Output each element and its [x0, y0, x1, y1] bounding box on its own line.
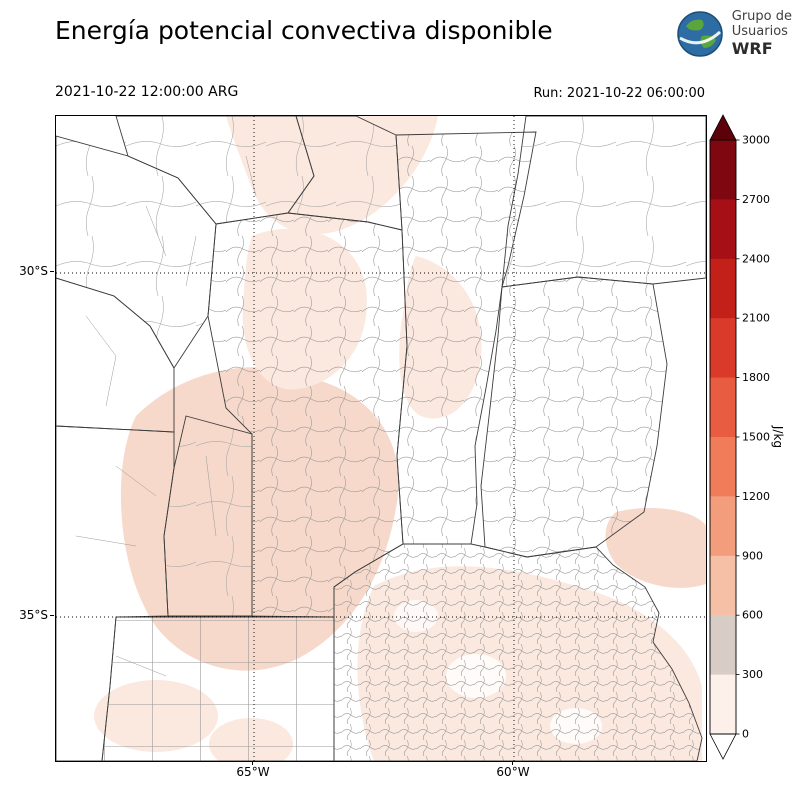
colorbar-tick-label: 0 [742, 728, 749, 741]
colorbar-band [710, 140, 736, 200]
valid-time: 2021-10-22 12:00:00 ARG [55, 84, 239, 100]
colorbar-band [710, 199, 736, 260]
colorbar-tick-label: 2700 [742, 193, 770, 206]
colorbar-tick-label: 2400 [742, 252, 770, 265]
colorbar-bands [710, 140, 736, 735]
colorbar-tick-label: 900 [742, 549, 763, 562]
colorbar-tick-label: 600 [742, 609, 763, 622]
logo-line-1: Grupo de [731, 9, 792, 24]
colorbar-tick-label: 2100 [742, 312, 770, 325]
colorbar-band [710, 258, 736, 319]
logo-line-3: WRF [731, 38, 773, 58]
gridlines [56, 116, 706, 761]
colorbar-tick-label: 3000 [742, 134, 770, 147]
department-boundaries [75, 155, 257, 677]
axis-tick [252, 761, 253, 765]
colorbar-tick-label: 1500 [742, 431, 770, 444]
province-buenosaires [333, 543, 703, 761]
colorbar-under-arrow [709, 733, 737, 760]
province-entrerios [480, 276, 668, 558]
logo-line-2: Usuarios [731, 23, 788, 39]
colorbar-tick-label: 300 [742, 668, 763, 681]
colorbar-band [710, 318, 736, 379]
province-mendoza [56, 425, 175, 761]
page-title: Energía potencial convectiva disponible [55, 16, 553, 45]
axis-tick [50, 271, 54, 272]
province-corrientes [501, 116, 706, 288]
lon-tick-60w: 60°W [496, 765, 530, 779]
colorbar-tick-label: 1800 [742, 371, 770, 384]
axis-tick [512, 761, 513, 765]
colorbar-band [710, 496, 736, 557]
lon-tick-65w: 65°W [236, 765, 270, 779]
lat-tick-35s: 35°S [19, 608, 48, 622]
shade-right-edge [605, 507, 706, 588]
logo: Grupo de Usuarios WRF [676, 9, 792, 58]
colorbar-band [710, 437, 736, 497]
run-label: Run: 2021-10-22 06:00:00 [533, 86, 705, 101]
lat-tick-30s: 30°S [19, 264, 48, 278]
province-sanjuan [56, 277, 175, 433]
colorbar-tick-label: 1200 [742, 490, 770, 503]
province-lapampa [101, 616, 335, 761]
map-svg [56, 116, 706, 761]
axis-tick [50, 615, 54, 616]
colorbar-band [710, 615, 736, 676]
province-boundaries [56, 116, 706, 761]
map [55, 115, 707, 762]
colorbar-over-arrow [709, 114, 737, 141]
colorbar-unit: J/kg [771, 425, 785, 448]
globe-icon [677, 11, 723, 57]
colorbar-band [710, 555, 736, 616]
colorbar-band [710, 674, 736, 735]
colorbar-band [710, 377, 736, 438]
logo-text: Grupo de Usuarios WRF [731, 9, 792, 58]
